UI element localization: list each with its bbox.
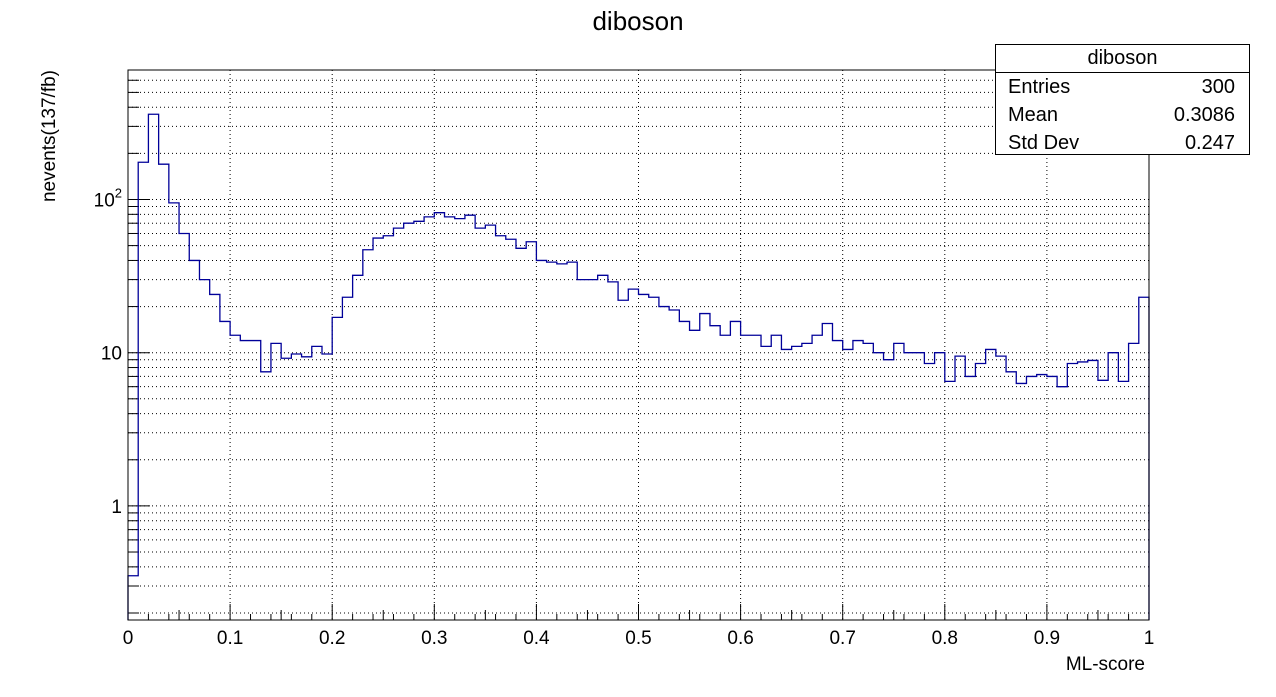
plot-frame bbox=[127, 69, 1150, 621]
x-tick-label: 0.7 bbox=[829, 628, 855, 649]
x-tick-label: 0.3 bbox=[421, 628, 447, 649]
histogram-series-line bbox=[127, 113, 1150, 620]
stats-box-title: diboson bbox=[996, 45, 1249, 73]
stats-label: Mean bbox=[1008, 104, 1059, 126]
x-tick-label: 0.6 bbox=[727, 628, 753, 649]
stats-value: 0.3086 bbox=[1173, 104, 1235, 126]
x-tick-label: 0.1 bbox=[217, 628, 243, 649]
x-tick-label: 0.5 bbox=[625, 628, 651, 649]
x-tick-label: 0.4 bbox=[523, 628, 550, 649]
stats-row-mean: Mean 0.3086 bbox=[996, 101, 1249, 129]
stats-row-stddev: Std Dev 0.247 bbox=[996, 129, 1249, 157]
x-axis-label: ML-score bbox=[1066, 654, 1145, 675]
x-tick-label: 0.2 bbox=[319, 628, 345, 649]
stats-label: Std Dev bbox=[1008, 132, 1080, 154]
stats-value: 0.247 bbox=[1184, 132, 1235, 154]
stats-value: 300 bbox=[1201, 76, 1235, 98]
chart-title: diboson bbox=[592, 6, 684, 36]
x-tick-label: 0 bbox=[123, 628, 134, 649]
stats-row-entries: Entries 300 bbox=[996, 73, 1249, 101]
stats-box: diboson Entries 300 Mean 0.3086 Std Dev … bbox=[995, 44, 1250, 155]
plot-background bbox=[128, 70, 1149, 620]
stats-label: Entries bbox=[1008, 76, 1071, 98]
y-tick-label: 1 bbox=[111, 497, 122, 518]
x-tick-label: 1 bbox=[1144, 628, 1155, 649]
y-tick-label: 102 bbox=[94, 185, 122, 211]
x-tick-label: 0.8 bbox=[932, 628, 958, 649]
x-tick-label: 0.9 bbox=[1034, 628, 1060, 649]
y-tick-label: 10 bbox=[101, 344, 122, 365]
y-axis-label: nevents(137/fb) bbox=[39, 70, 60, 202]
